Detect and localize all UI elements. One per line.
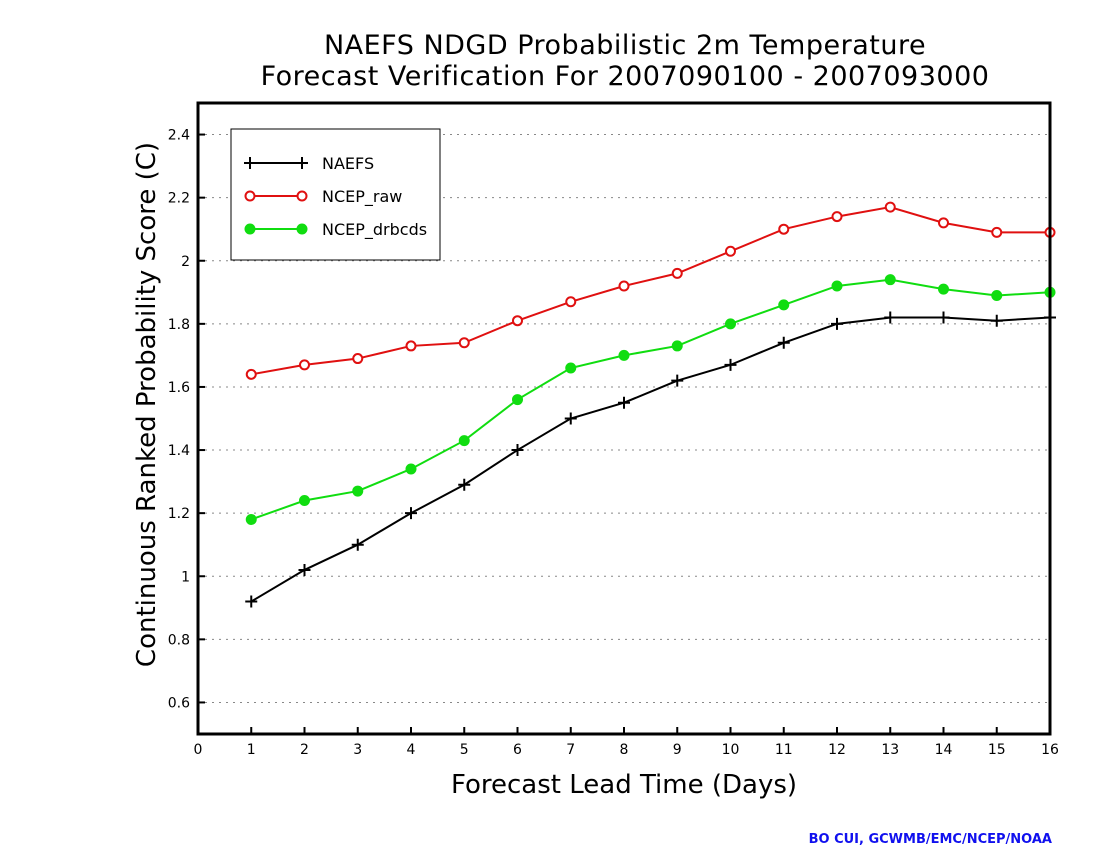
data-point bbox=[778, 223, 790, 235]
data-point bbox=[831, 317, 843, 330]
x-tick-label: 6 bbox=[513, 742, 522, 758]
data-point bbox=[618, 396, 630, 409]
legend-marker bbox=[296, 223, 308, 235]
y-tick-label: 0.8 bbox=[168, 632, 190, 648]
x-tick-label: 16 bbox=[1041, 742, 1059, 758]
data-point bbox=[725, 318, 736, 330]
series-naefs bbox=[245, 311, 1056, 608]
data-point bbox=[512, 394, 523, 406]
y-tick-label: 2 bbox=[181, 254, 190, 270]
y-axis-ticks: 0.6 0.8 1 1.2 1.4 1.6 1.8 2 2.2 2.4 bbox=[168, 128, 205, 711]
x-tick-label: 2 bbox=[300, 742, 309, 758]
data-point bbox=[405, 507, 417, 520]
data-point bbox=[671, 267, 683, 279]
legend-label: NCEP_drbcds bbox=[322, 220, 427, 240]
data-point bbox=[991, 226, 1003, 238]
data-point bbox=[352, 485, 364, 497]
data-point bbox=[618, 349, 630, 361]
data-point bbox=[831, 280, 843, 292]
x-axis-ticks: 0 1 2 3 4 5 6 7 8 9 10 11 12 13 14 15 16 bbox=[194, 727, 1059, 758]
x-tick-label: 5 bbox=[460, 742, 469, 758]
data-point bbox=[458, 337, 470, 349]
data-point bbox=[937, 311, 950, 324]
x-axis-label: Forecast Lead Time (Days) bbox=[451, 770, 797, 800]
data-point bbox=[245, 368, 257, 380]
credit-text: BO CUI, GCWMB/EMC/NCEP/NOAA bbox=[808, 832, 1052, 847]
series-layer bbox=[245, 201, 1056, 608]
y-axis-label: Continuous Ranked Probability Score (C) bbox=[132, 142, 162, 667]
x-tick-label: 1 bbox=[247, 742, 256, 758]
data-point bbox=[884, 201, 896, 213]
legend-marker bbox=[296, 190, 308, 202]
y-tick-label: 1 bbox=[181, 569, 190, 585]
data-point bbox=[299, 359, 310, 371]
x-tick-label: 7 bbox=[566, 742, 575, 758]
data-point bbox=[777, 336, 790, 349]
data-point bbox=[564, 412, 577, 425]
y-tick-label: 1.8 bbox=[168, 317, 190, 333]
y-tick-label: 1.6 bbox=[168, 380, 190, 396]
legend-marker bbox=[244, 157, 256, 169]
data-point bbox=[778, 299, 790, 311]
x-tick-label: 8 bbox=[620, 742, 629, 758]
x-tick-label: 4 bbox=[407, 742, 416, 758]
data-point bbox=[884, 311, 897, 324]
data-point bbox=[938, 283, 949, 295]
chart-title-line-2: Forecast Verification For 2007090100 - 2… bbox=[260, 61, 990, 92]
data-point bbox=[245, 513, 257, 525]
x-tick-label: 10 bbox=[722, 742, 740, 758]
data-point bbox=[405, 340, 417, 352]
data-point bbox=[512, 315, 523, 327]
y-tick-label: 2.4 bbox=[168, 128, 190, 144]
data-point bbox=[618, 280, 630, 292]
legend-marker bbox=[244, 223, 256, 235]
data-point bbox=[458, 435, 470, 447]
data-point bbox=[299, 495, 310, 507]
plot-frame bbox=[196, 101, 1052, 736]
data-point bbox=[671, 340, 683, 352]
data-point bbox=[351, 538, 364, 551]
legend-marker bbox=[244, 190, 256, 202]
data-point bbox=[511, 444, 524, 457]
x-tick-label: 9 bbox=[673, 742, 682, 758]
data-point bbox=[831, 211, 843, 223]
data-point bbox=[724, 358, 737, 371]
x-tick-label: 12 bbox=[828, 742, 846, 758]
data-point bbox=[565, 296, 577, 308]
data-point bbox=[671, 374, 684, 387]
series-ncep-drbcds bbox=[245, 274, 1056, 525]
x-tick-label: 15 bbox=[988, 742, 1006, 758]
data-point bbox=[884, 274, 896, 286]
data-point bbox=[938, 217, 949, 229]
y-tick-label: 0.6 bbox=[168, 695, 190, 711]
x-tick-label: 3 bbox=[353, 742, 362, 758]
data-point bbox=[405, 463, 417, 475]
x-tick-label: 13 bbox=[881, 742, 899, 758]
y-tick-label: 1.2 bbox=[168, 506, 190, 522]
data-point bbox=[352, 353, 364, 365]
legend-marker bbox=[296, 157, 308, 169]
chart-title-line-1: NAEFS NDGD Probabilistic 2m Temperature bbox=[323, 30, 927, 61]
data-point bbox=[458, 478, 471, 491]
x-tick-label: 11 bbox=[775, 742, 793, 758]
data-point bbox=[245, 595, 258, 608]
series-line bbox=[251, 206, 1050, 376]
data-point bbox=[298, 563, 311, 576]
y-tick-label: 2.2 bbox=[168, 191, 190, 207]
series-line bbox=[250, 278, 1051, 521]
series-line bbox=[250, 316, 1051, 603]
series-ncep-raw bbox=[245, 201, 1056, 380]
legend-label: NCEP_raw bbox=[322, 187, 402, 207]
data-point bbox=[991, 289, 1003, 301]
data-point bbox=[990, 314, 1003, 327]
x-tick-label: 0 bbox=[194, 742, 203, 758]
data-point bbox=[725, 245, 736, 257]
x-tick-label: 14 bbox=[935, 742, 953, 758]
data-point bbox=[565, 362, 577, 374]
legend-label: NAEFS bbox=[322, 154, 374, 173]
legend: NAEFS NCEP_raw NCEP_drbcds bbox=[230, 128, 441, 261]
y-tick-label: 1.4 bbox=[168, 443, 190, 459]
legend-box bbox=[230, 128, 441, 261]
